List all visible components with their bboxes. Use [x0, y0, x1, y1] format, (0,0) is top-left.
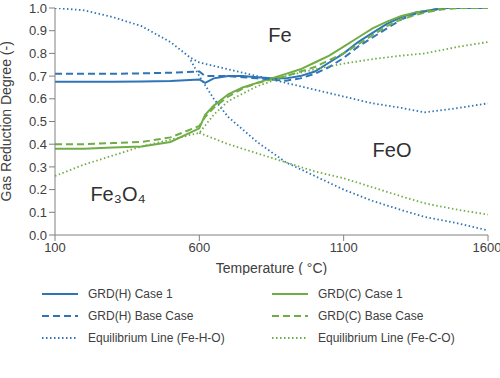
- svg-text:Gas Reduction Degree (-): Gas Reduction Degree (-): [8, 41, 14, 201]
- svg-text:Temperature ( °C): Temperature ( °C): [216, 260, 327, 275]
- svg-text:1100: 1100: [330, 240, 358, 255]
- svg-text:0.1: 0.1: [29, 205, 47, 220]
- svg-text:0.4: 0.4: [29, 137, 47, 152]
- svg-text:100: 100: [44, 240, 66, 255]
- svg-text:0.5: 0.5: [29, 114, 47, 129]
- html-text:FeO: FeO: [372, 138, 412, 161]
- svg-text:0.2: 0.2: [29, 182, 47, 197]
- svg-text:600: 600: [188, 240, 210, 255]
- svg-text:0.7: 0.7: [29, 69, 47, 84]
- html-text:GRD(C) Case 1: GRD(C) Case 1: [318, 287, 403, 301]
- svg-text:1600: 1600: [473, 240, 492, 255]
- svg-text:0.6: 0.6: [29, 91, 47, 106]
- html-text:GRD(H) Case 1: GRD(H) Case 1: [88, 287, 173, 301]
- html-text:GRD(C) Base Case: GRD(C) Base Case: [318, 309, 424, 323]
- html-text:Fe: Fe: [268, 23, 292, 46]
- svg-text:1.0: 1.0: [29, 1, 47, 16]
- html-text:Fe₃O₄: Fe₃O₄: [90, 182, 146, 205]
- svg-text:0.3: 0.3: [29, 160, 47, 175]
- html-text:GRD(H) Base Case: GRD(H) Base Case: [88, 309, 194, 323]
- svg-text:0.9: 0.9: [29, 23, 47, 38]
- html-text:Equilibrium Line (Fe-C-O): Equilibrium Line (Fe-C-O): [318, 331, 455, 345]
- svg-text:0.0: 0.0: [29, 228, 47, 243]
- html-text:Equilibrium Line (Fe-H-O): Equilibrium Line (Fe-H-O): [88, 331, 225, 345]
- svg-text:0.8: 0.8: [29, 46, 47, 61]
